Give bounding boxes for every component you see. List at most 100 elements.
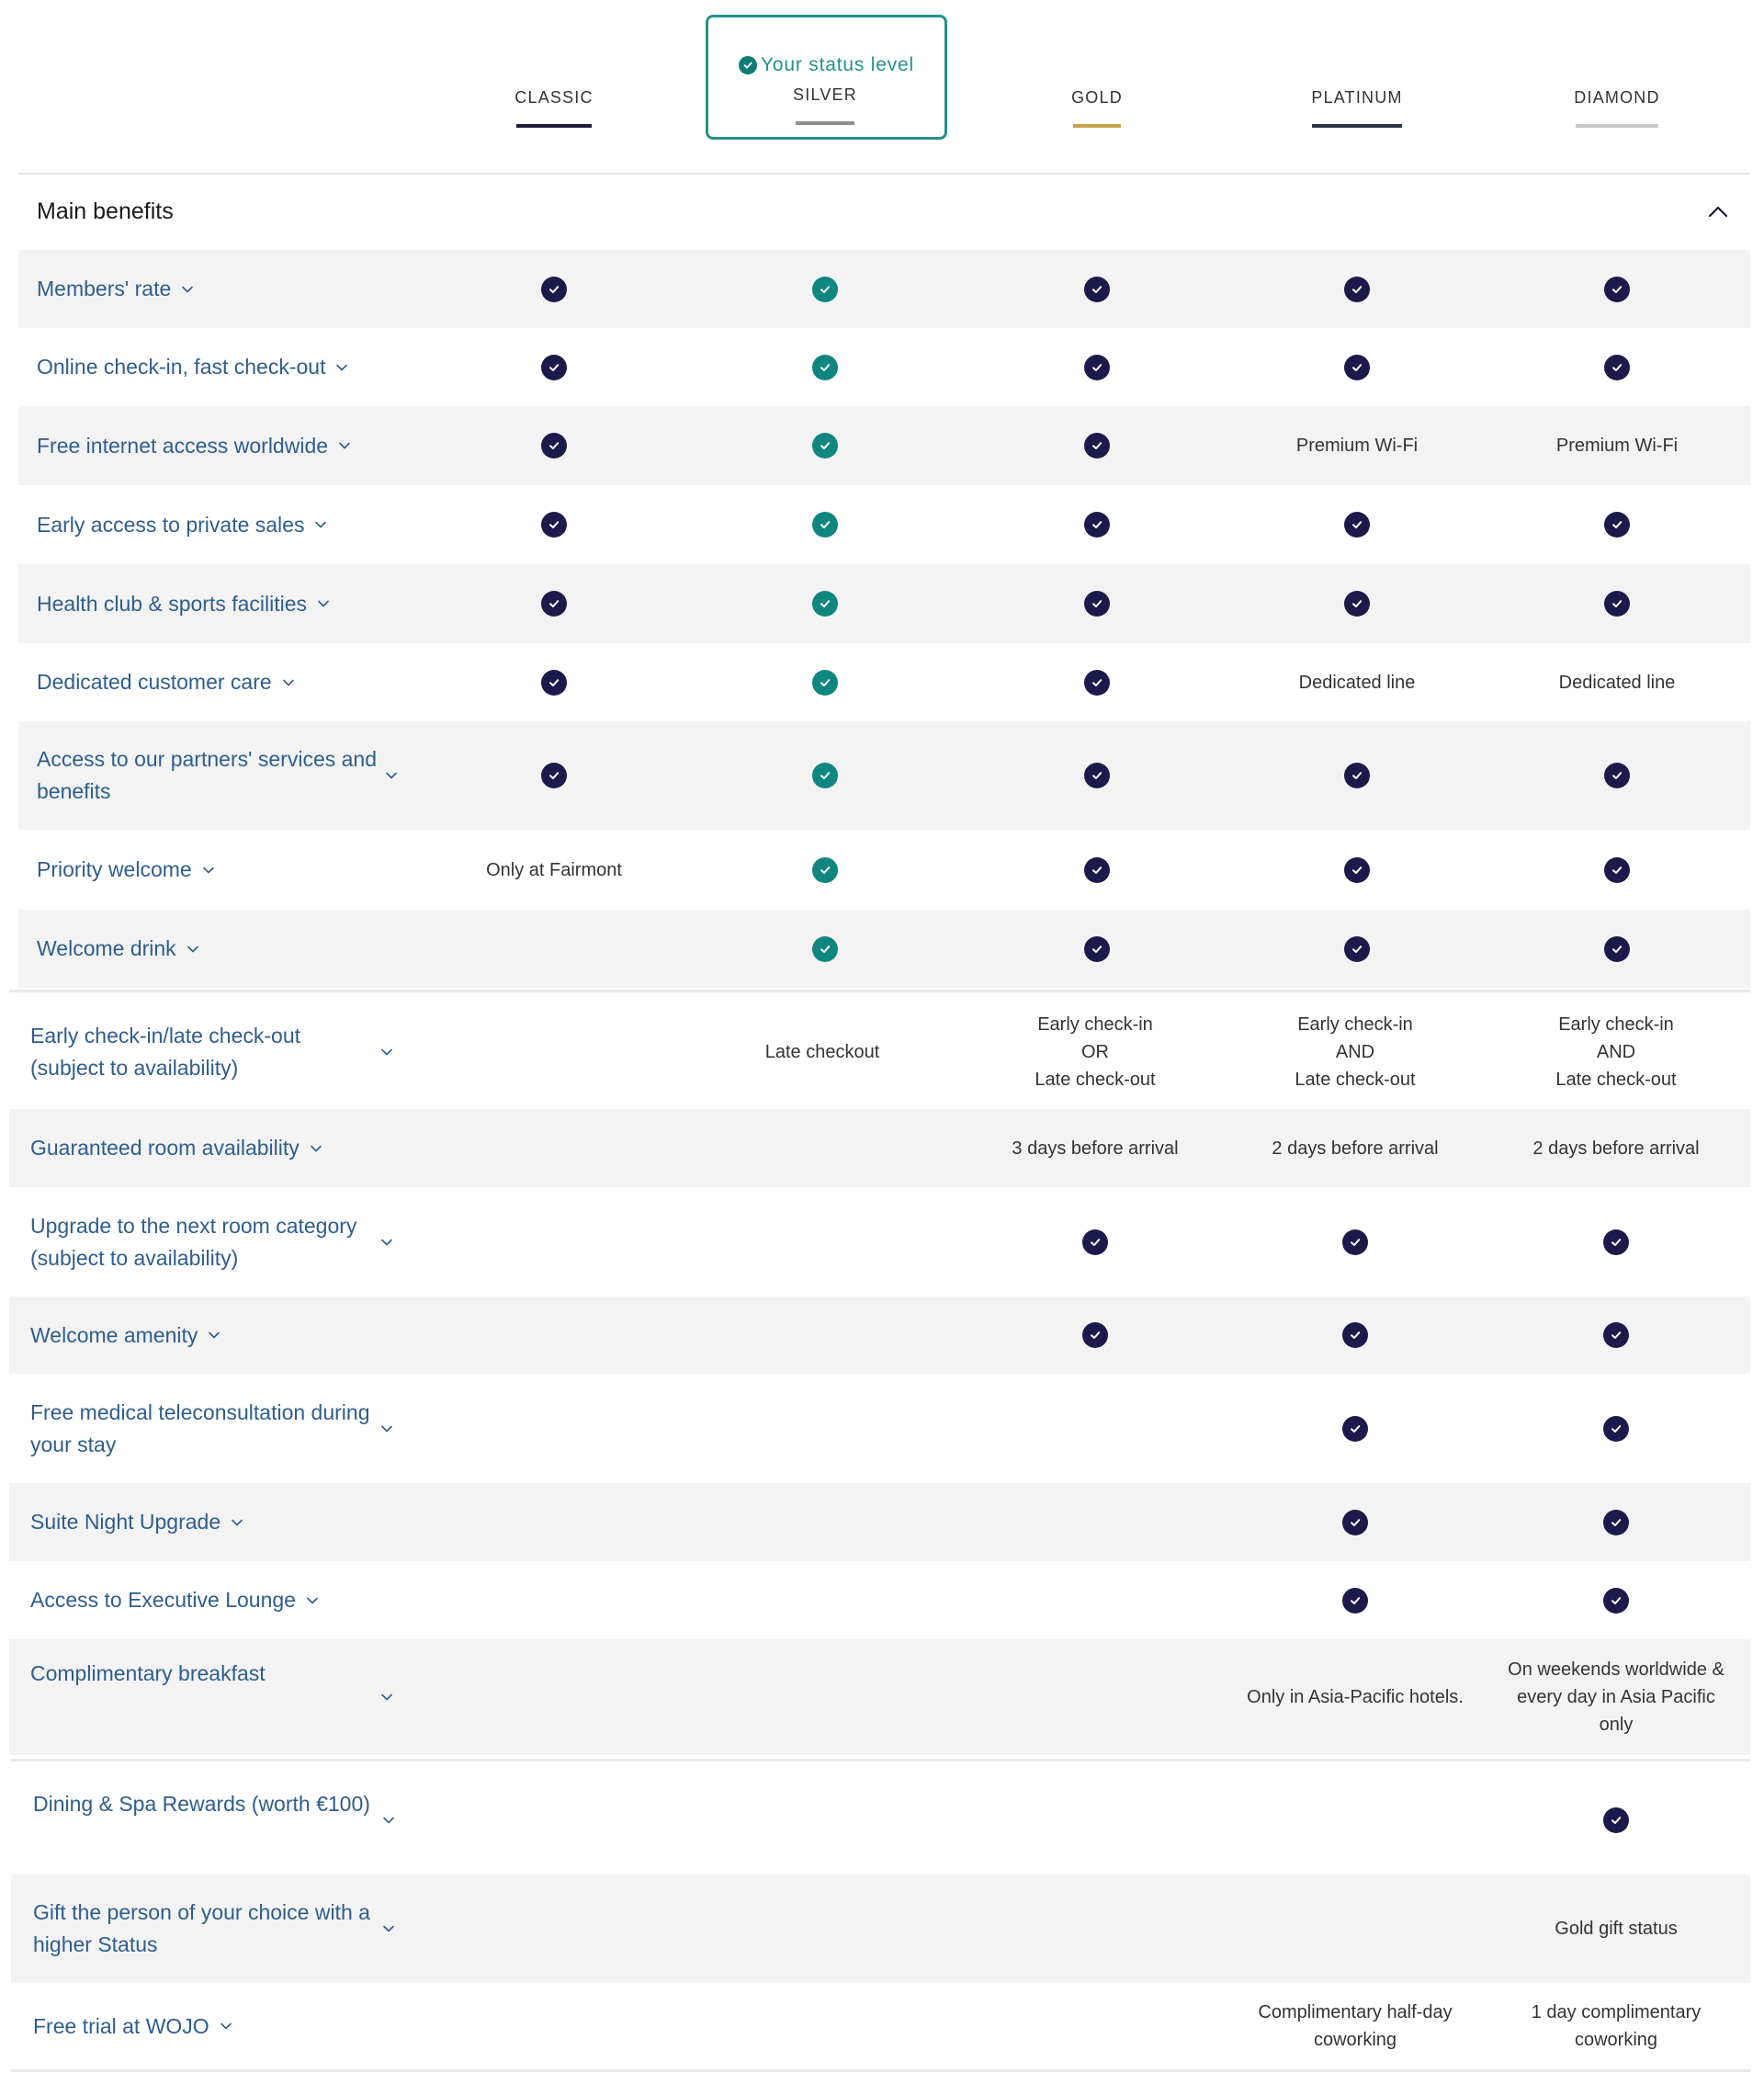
check-icon-classic [541, 763, 567, 788]
benefit-toggle[interactable]: Access to Executive Lounge [30, 1584, 320, 1616]
benefit-toggle[interactable]: Complimentary breakfast [30, 1658, 370, 1690]
check-icon-gold [1084, 669, 1110, 696]
check-circle-icon [812, 512, 838, 538]
chevron-down-icon[interactable] [379, 1047, 394, 1058]
check-circle-icon [1084, 763, 1110, 788]
benefit-toggle[interactable]: Free internet access worldwide [37, 430, 352, 462]
check-icon-diamond [1603, 1415, 1629, 1442]
check-circle-icon [812, 856, 838, 883]
chevron-down-icon[interactable] [180, 284, 195, 295]
check-icon-diamond [1604, 591, 1630, 617]
check-circle-icon [1342, 1322, 1368, 1348]
benefit-label: Suite Night Upgrade [30, 1510, 221, 1534]
benefit-toggle[interactable]: Gift the person of your choice with a hi… [33, 1897, 373, 1961]
check-icon-platinum [1344, 354, 1370, 380]
benefit-value-platinum: Only in Asia-Pacific hotels. [1247, 1687, 1464, 1707]
chevron-down-icon[interactable] [281, 677, 296, 688]
section-title: Main benefits [37, 198, 174, 224]
chevron-down-icon[interactable] [186, 944, 200, 955]
check-circle-icon [541, 354, 567, 380]
benefit-label: Early check-in/late check-out (subject t… [30, 1023, 301, 1080]
check-circle-icon [1344, 591, 1370, 617]
check-circle-icon [1603, 1415, 1629, 1442]
chevron-down-icon[interactable] [379, 1692, 394, 1703]
check-circle-icon [1342, 1415, 1368, 1442]
check-icon-gold [1084, 433, 1110, 459]
check-icon-classic [541, 354, 567, 380]
benefit-toggle[interactable]: Online check-in, fast check-out [37, 351, 349, 383]
benefit-toggle[interactable]: Members' rate [37, 273, 195, 305]
chevron-down-icon[interactable] [309, 1143, 323, 1154]
check-icon-platinum [1342, 1415, 1368, 1442]
check-circle-icon [1603, 1509, 1629, 1535]
chevron-down-icon[interactable] [334, 362, 349, 373]
check-circle-icon [1604, 512, 1630, 538]
chevron-down-icon[interactable] [379, 1423, 394, 1434]
benefit-label: Health club & sports facilities [37, 591, 308, 616]
benefit-row-free-trial-at-wojo: Free trial at WOJO Complimentary half-day… [11, 1983, 1750, 2069]
chevron-down-icon[interactable] [305, 1595, 320, 1606]
check-icon-platinum [1342, 1229, 1368, 1255]
current-status-box: Your status level [706, 15, 947, 140]
check-icon-diamond [1603, 1509, 1629, 1535]
chevron-up-icon[interactable] [1704, 198, 1732, 226]
check-circle-icon [1604, 935, 1630, 962]
section-header-main-benefits[interactable]: Main benefits [18, 175, 1750, 250]
benefit-toggle[interactable]: Free trial at WOJO [33, 2010, 233, 2043]
check-circle-icon [1603, 1229, 1629, 1255]
chevron-down-icon[interactable] [379, 1237, 394, 1248]
check-icon-silver [812, 276, 838, 302]
benefit-row-upgrade-to-the-next-room-category-subject-to-availability: Upgrade to the next room category (subje… [9, 1187, 1750, 1297]
chevron-down-icon[interactable] [201, 865, 216, 876]
benefit-value-diamond: Dedicated line [1558, 672, 1676, 693]
check-icon-platinum [1342, 1322, 1368, 1348]
check-icon-silver [812, 763, 838, 788]
check-icon-classic [541, 276, 567, 302]
chevron-down-icon[interactable] [207, 1330, 221, 1341]
check-icon-diamond [1603, 1587, 1629, 1614]
benefit-toggle[interactable]: Welcome amenity [30, 1319, 221, 1352]
benefit-row-health-club-sports-facilities: Health club & sports facilities [18, 564, 1750, 643]
chevron-down-icon[interactable] [381, 1815, 396, 1826]
benefit-toggle[interactable]: Welcome drink [37, 933, 200, 965]
check-circle-icon [812, 763, 838, 788]
check-circle-icon [1604, 856, 1630, 883]
check-icon-diamond [1604, 354, 1630, 380]
check-circle-icon [739, 56, 758, 74]
tier-classic-label: CLASSIC [514, 88, 594, 107]
check-icon-diamond [1604, 935, 1630, 962]
benefit-toggle[interactable]: Health club & sports facilities [37, 588, 331, 620]
check-icon-silver [812, 935, 838, 962]
benefit-toggle[interactable]: Access to our partners' services and ben… [37, 743, 377, 808]
chevron-down-icon[interactable] [316, 598, 331, 609]
row-divider [11, 1759, 1750, 1761]
chevron-down-icon[interactable] [384, 770, 399, 781]
benefit-toggle[interactable]: Free medical teleconsultation during you… [30, 1397, 370, 1461]
chevron-down-icon[interactable] [230, 1517, 244, 1528]
benefit-toggle[interactable]: Early check-in/late check-out (subject t… [30, 1020, 370, 1084]
chevron-down-icon[interactable] [219, 2021, 233, 2032]
chevron-down-icon[interactable] [337, 440, 352, 451]
benefit-toggle[interactable]: Guaranteed room availability [30, 1132, 323, 1164]
benefit-label: Guaranteed room availability [30, 1136, 300, 1160]
benefit-row-free-internet-access-worldwide: Free internet access worldwide Premium Wi… [18, 406, 1750, 485]
check-circle-icon [1082, 1322, 1108, 1348]
benefit-toggle[interactable]: Upgrade to the next room category (subje… [30, 1210, 370, 1274]
benefit-toggle[interactable]: Dedicated customer care [37, 666, 296, 698]
benefit-toggle[interactable]: Dining & Spa Rewards (worth €100) [33, 1788, 373, 1820]
chevron-down-icon[interactable] [381, 1923, 396, 1934]
check-icon-gold [1084, 512, 1110, 538]
benefit-toggle[interactable]: Early access to private sales [37, 509, 328, 541]
check-circle-icon [1342, 1587, 1368, 1614]
benefit-toggle[interactable]: Priority welcome [37, 854, 216, 886]
benefit-value-gold: Early check-in OR Late check-out [1035, 1014, 1156, 1090]
benefit-row-members-rate: Members' rate [18, 250, 1750, 328]
chevron-down-icon[interactable] [313, 519, 328, 530]
check-circle-icon [812, 354, 838, 380]
check-circle-icon [541, 276, 567, 302]
benefit-label: Online check-in, fast check-out [37, 355, 326, 379]
check-icon-silver [812, 856, 838, 883]
benefit-label: Welcome drink [37, 936, 176, 960]
benefit-toggle[interactable]: Suite Night Upgrade [30, 1506, 244, 1538]
check-icon-silver [812, 433, 838, 459]
